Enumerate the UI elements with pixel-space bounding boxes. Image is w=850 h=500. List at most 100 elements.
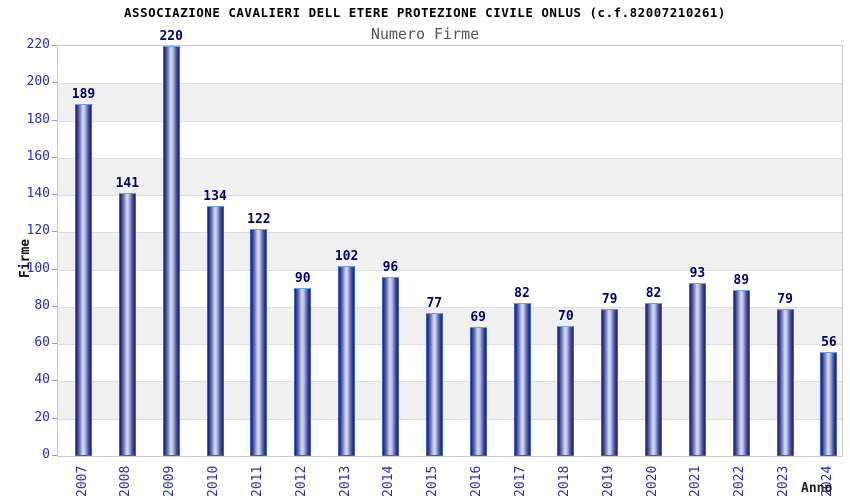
x-tick-label-2010: 2010 xyxy=(206,465,222,497)
y-tick-mark xyxy=(52,119,57,121)
bar-2007 xyxy=(75,103,92,456)
y-axis-title: Firme xyxy=(18,238,33,278)
bar-value-label: 82 xyxy=(645,286,662,302)
bar-2018 xyxy=(557,325,575,456)
y-tick-mark xyxy=(52,156,57,158)
x-tick-label-2022: 2022 xyxy=(732,465,748,497)
bar-2019 xyxy=(601,308,619,456)
bar-value-label: 220 xyxy=(159,29,183,44)
x-tick-label-2011: 2011 xyxy=(249,465,265,497)
bar-2021 xyxy=(688,282,706,456)
y-tick-mark xyxy=(52,380,57,382)
chart-subtitle: Numero Firme xyxy=(370,25,480,43)
bar-2009 xyxy=(162,46,180,456)
x-tick-label-2020: 2020 xyxy=(644,465,660,497)
x-tick-label-2019: 2019 xyxy=(600,465,616,497)
gridline xyxy=(58,306,842,308)
y-tick-label: 40 xyxy=(34,372,50,388)
gridline xyxy=(58,381,842,383)
plot-band xyxy=(58,344,842,382)
x-tick-label-2018: 2018 xyxy=(556,465,572,497)
x-tick-label-2009: 2009 xyxy=(162,465,178,497)
plot-band xyxy=(58,306,842,345)
plot-area: 189 141 220 134 122 90 102 96 77 69 82 70 79 82 93 89 79… xyxy=(57,29,843,457)
bar-2011 xyxy=(250,228,268,456)
y-tick-label: 80 xyxy=(34,297,50,313)
bar-2024 xyxy=(820,351,838,456)
plot-band xyxy=(58,46,842,84)
bar-2020 xyxy=(645,303,663,456)
plot-band xyxy=(58,381,842,419)
bar-2017 xyxy=(513,303,531,456)
gridline xyxy=(58,344,842,346)
y-tick-label: 160 xyxy=(26,148,50,164)
bar-2022 xyxy=(732,290,750,456)
gridline xyxy=(58,418,842,420)
gridline xyxy=(58,157,842,159)
bar-2014 xyxy=(381,277,399,456)
y-tick-mark xyxy=(52,343,57,345)
gridline xyxy=(58,195,842,197)
gridline xyxy=(58,120,842,122)
bar-2023 xyxy=(776,308,794,456)
bar-value-label: 96 xyxy=(382,260,399,276)
plot-band xyxy=(58,269,842,307)
y-tick-label: 60 xyxy=(34,335,50,351)
x-tick-label-2017: 2017 xyxy=(513,465,528,497)
plot-band xyxy=(58,157,842,196)
y-tick-mark xyxy=(52,417,57,419)
gridline xyxy=(58,269,842,271)
bar-value-label: 122 xyxy=(247,211,271,227)
bar-2010 xyxy=(206,206,224,456)
y-tick-label: 220 xyxy=(26,37,50,52)
y-tick-mark xyxy=(52,231,57,233)
x-tick-label-2016: 2016 xyxy=(469,465,485,497)
x-tick-label-2014: 2014 xyxy=(381,465,397,497)
y-tick-mark xyxy=(52,82,57,84)
bar-2013 xyxy=(338,265,356,456)
bar-value-label: 70 xyxy=(558,308,574,324)
x-axis-title: Anno xyxy=(801,481,833,496)
plot-band xyxy=(58,195,842,233)
x-tick-label-2008: 2008 xyxy=(118,465,134,497)
y-tick-label: 20 xyxy=(34,409,50,425)
bar-value-label: 90 xyxy=(294,271,311,287)
x-tick-label-2012: 2012 xyxy=(293,465,309,497)
bar-value-label: 69 xyxy=(470,310,486,326)
y-tick-label: 0 xyxy=(42,447,50,462)
gridline xyxy=(58,232,842,234)
bar-value-label: 77 xyxy=(426,295,443,311)
y-tick-mark xyxy=(52,305,57,307)
y-tick-label: 140 xyxy=(26,186,50,202)
x-tick-label-2015: 2015 xyxy=(425,465,441,497)
y-tick-label: 180 xyxy=(26,111,50,127)
plot-band xyxy=(58,232,842,270)
bar-2016 xyxy=(469,327,487,456)
y-tick-mark xyxy=(52,194,57,196)
bar-value-label: 102 xyxy=(334,248,359,264)
plot-band xyxy=(58,83,842,121)
y-tick-mark xyxy=(52,268,57,270)
bar-value-label: 189 xyxy=(71,86,96,102)
y-tick-mark xyxy=(52,455,57,456)
bar-value-label: 56 xyxy=(821,334,837,350)
plot-band xyxy=(58,120,842,158)
y-tick-label: 120 xyxy=(26,223,50,239)
bar-value-label: 134 xyxy=(203,189,227,205)
bar-value-label: 79 xyxy=(601,291,618,307)
bar-value-label: 89 xyxy=(733,273,750,289)
x-tick-label-2013: 2013 xyxy=(337,465,353,497)
y-tick-mark xyxy=(52,45,57,46)
x-tick-label-2021: 2021 xyxy=(688,465,704,497)
plot-band xyxy=(58,418,842,456)
bar-value-label: 93 xyxy=(689,265,706,281)
bar-2012 xyxy=(294,288,312,456)
bar-value-label: 141 xyxy=(115,176,140,192)
x-tick-label-2023: 2023 xyxy=(776,465,792,497)
bar-value-label: 82 xyxy=(514,286,530,302)
bar-2008 xyxy=(118,193,136,456)
x-tick-label-2007: 2007 xyxy=(74,465,90,497)
y-tick-label: 100 xyxy=(26,260,50,276)
bar-2015 xyxy=(425,312,443,456)
